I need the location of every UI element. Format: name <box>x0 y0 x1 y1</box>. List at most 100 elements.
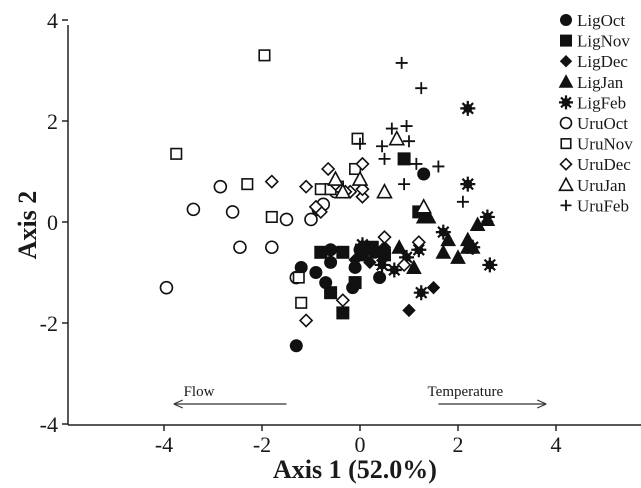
data-point <box>354 137 366 150</box>
data-point <box>355 156 370 172</box>
legend-marker <box>559 116 573 130</box>
legend-label: LigNov <box>577 32 630 51</box>
data-point <box>479 209 495 225</box>
y-tick-label: -4 <box>40 412 58 437</box>
data-point <box>450 249 466 264</box>
data-point <box>413 285 429 301</box>
data-point <box>324 286 338 300</box>
data-point <box>264 240 279 255</box>
data-point <box>355 189 370 204</box>
data-point <box>402 303 416 318</box>
data-point <box>298 313 314 328</box>
annotation-arrow-head <box>173 399 184 409</box>
legend-marker <box>560 199 572 211</box>
data-point <box>225 205 240 219</box>
legend-marker <box>559 54 573 68</box>
data-point <box>348 276 362 290</box>
annotation-label: Temperature <box>428 384 504 400</box>
data-point <box>309 266 323 279</box>
legend-label: LigFeb <box>577 93 626 112</box>
data-point <box>327 170 344 186</box>
data-point <box>415 198 433 214</box>
data-point <box>456 195 469 208</box>
legend-label: UruOct <box>577 114 628 133</box>
data-point <box>308 199 324 214</box>
data-point <box>324 255 338 269</box>
data-point <box>351 132 364 145</box>
legend-marker <box>560 14 572 26</box>
legend-label: UruJan <box>577 176 627 195</box>
legend-label: LigDec <box>577 52 628 71</box>
data-point <box>264 174 279 189</box>
data-point <box>170 147 183 160</box>
x-tick-label: 4 <box>551 432 562 457</box>
data-point <box>354 237 370 253</box>
data-point <box>411 235 426 250</box>
data-point <box>386 262 402 278</box>
data-point <box>186 202 201 217</box>
data-point <box>265 210 278 223</box>
data-point <box>377 240 392 254</box>
data-point <box>376 140 389 153</box>
data-points <box>159 49 498 353</box>
data-point <box>388 129 406 146</box>
x-tick-label: -4 <box>155 432 173 457</box>
data-point <box>336 306 350 320</box>
annotation-label: Flow <box>184 384 215 400</box>
data-point <box>378 152 391 165</box>
data-point <box>391 239 408 254</box>
x-ticks: -4 -2 0 2 4 <box>155 425 562 457</box>
y-tick-label: 4 <box>47 8 58 33</box>
data-point <box>403 135 415 148</box>
data-point <box>336 245 350 259</box>
legend-marker <box>559 157 573 171</box>
data-point <box>363 255 377 270</box>
data-point <box>432 160 445 173</box>
data-point <box>400 120 413 133</box>
data-point <box>385 122 398 135</box>
data-point <box>348 253 362 267</box>
legend-label: UruDec <box>577 155 631 174</box>
data-point <box>395 56 408 69</box>
data-point <box>292 271 305 284</box>
data-point <box>398 178 411 191</box>
data-point <box>159 280 174 295</box>
data-point <box>314 183 327 196</box>
x-tick-label: 2 <box>453 432 464 457</box>
legend-marker <box>560 34 572 47</box>
data-point <box>440 231 457 247</box>
legend-marker <box>559 95 573 110</box>
data-point <box>295 296 308 309</box>
y-tick-label: -2 <box>40 311 58 336</box>
data-point <box>460 100 476 116</box>
data-point <box>426 280 441 295</box>
data-point <box>335 293 350 308</box>
data-point <box>482 257 498 273</box>
data-point <box>289 339 303 353</box>
data-point <box>417 167 431 181</box>
data-point <box>355 182 370 197</box>
data-point <box>374 257 390 273</box>
data-point <box>420 208 437 224</box>
data-point <box>298 179 314 194</box>
data-point <box>213 179 228 194</box>
data-point <box>460 176 476 192</box>
data-point <box>406 259 422 274</box>
y-ticks: 4 2 0 -2 -4 <box>40 8 68 437</box>
annotation-arrow-head <box>536 399 547 409</box>
data-point <box>435 224 451 240</box>
data-point <box>258 49 271 62</box>
data-point <box>376 183 393 199</box>
data-point <box>396 257 412 273</box>
data-point <box>279 212 294 227</box>
x-axis-title: Axis 1 (52.0%) <box>273 455 437 484</box>
data-point <box>233 240 247 255</box>
annotations: Flow Temperature <box>173 384 547 409</box>
legend-marker <box>558 176 574 192</box>
y-axis-title: Axis 2 <box>13 191 42 260</box>
data-point <box>351 170 369 186</box>
data-point <box>241 178 254 191</box>
y-tick-label: 0 <box>47 210 58 235</box>
